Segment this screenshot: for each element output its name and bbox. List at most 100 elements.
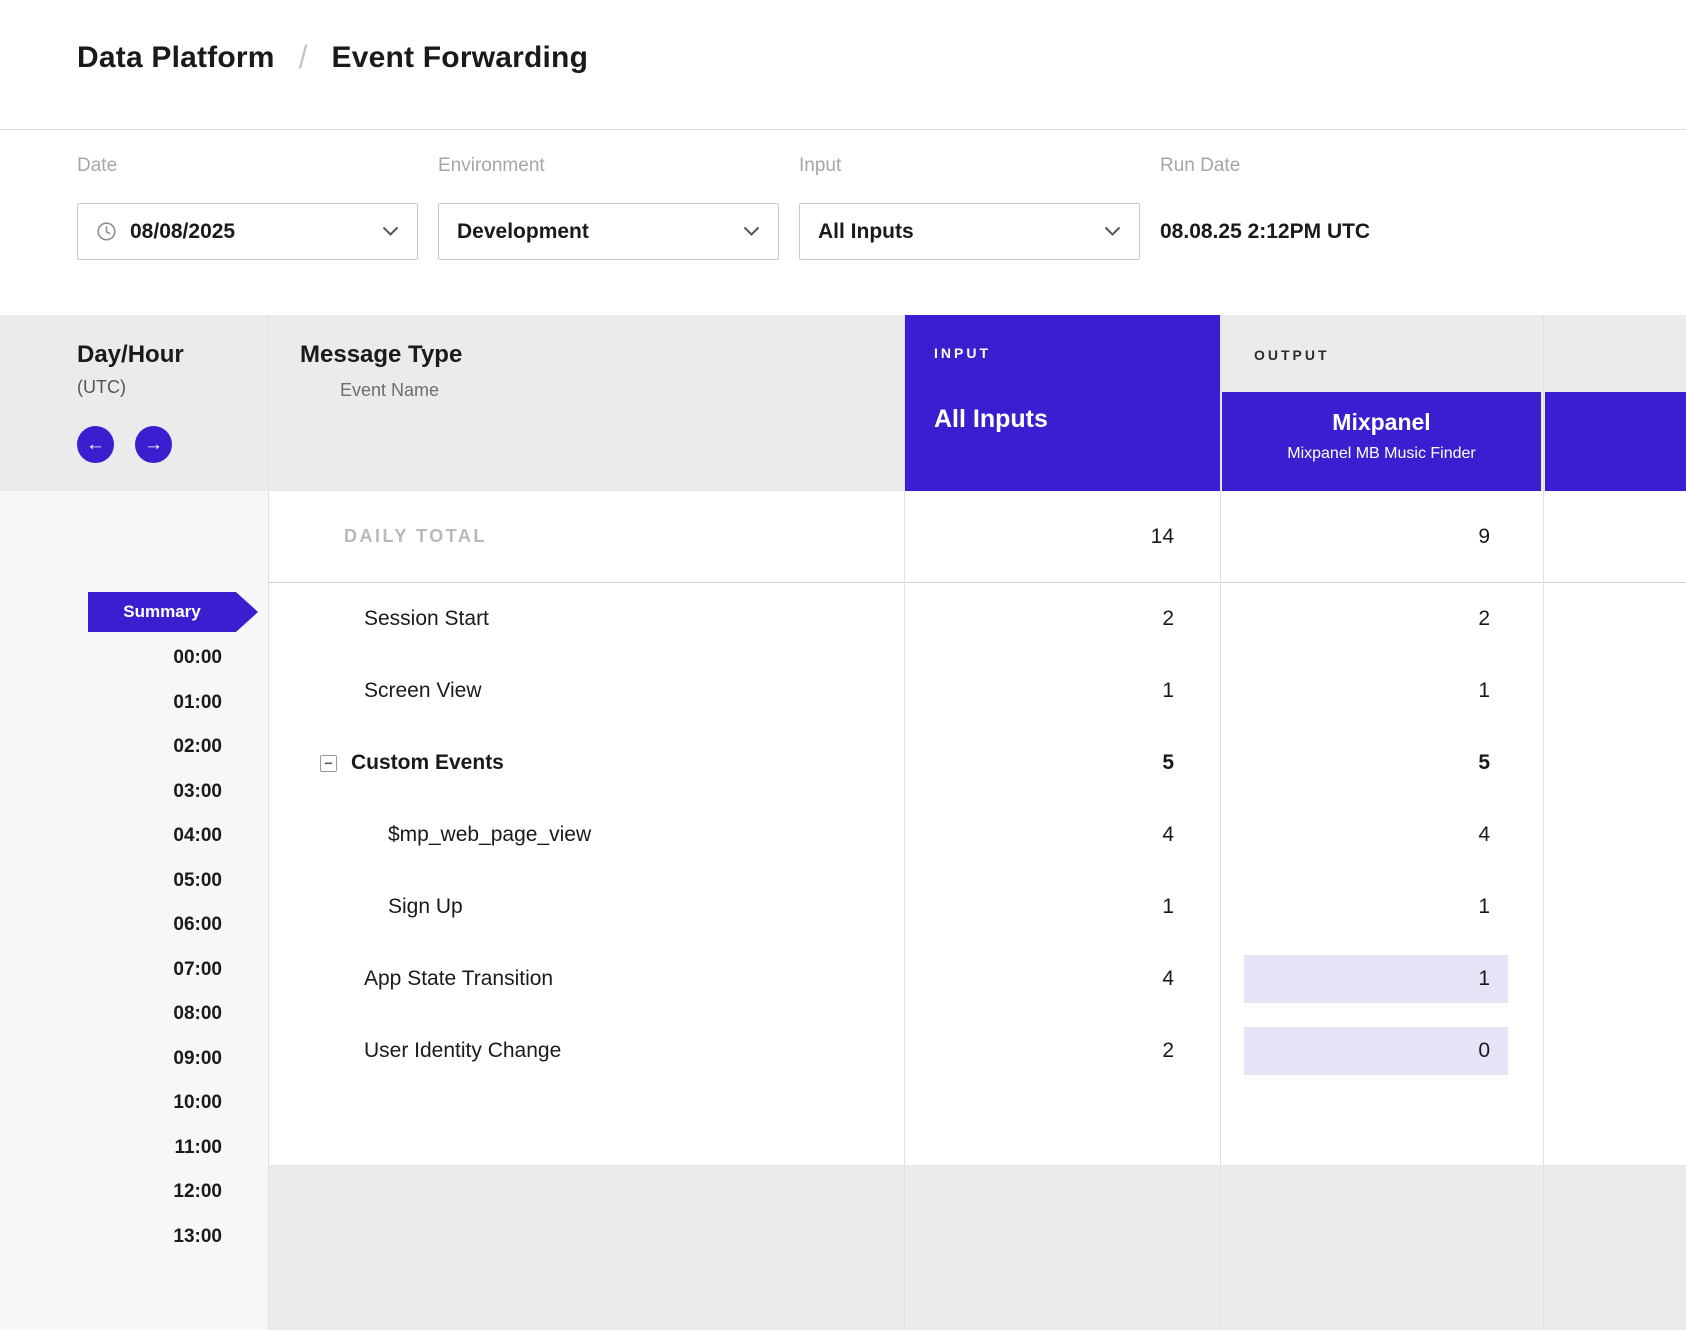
input-count: 5 — [1162, 751, 1174, 774]
output-count: 4 — [1478, 823, 1490, 846]
hour-item[interactable]: 13:00 — [173, 1225, 222, 1247]
day-hour-subtitle: (UTC) — [77, 377, 126, 397]
table-row: User Identity Change 2 0 — [268, 1015, 1686, 1087]
date-value: 08/08/2025 — [130, 219, 236, 243]
page-header: Data Platform / Event Forwarding — [0, 0, 1686, 130]
summary-label: Summary — [123, 602, 201, 621]
grid-bottom-band — [268, 1165, 1686, 1330]
empty-cell — [1541, 1015, 1686, 1087]
date-dropdown[interactable]: 08/08/2025 — [77, 203, 418, 260]
run-date-value: 08.08.25 2:12PM UTC — [1160, 219, 1371, 243]
table-body: Summary 00:00 01:00 02:00 03:00 04:00 05… — [0, 491, 1686, 1330]
input-count: 1 — [1162, 895, 1174, 918]
input-dropdown[interactable]: All Inputs — [799, 203, 1140, 260]
input-count: 4 — [1162, 823, 1174, 846]
input-count: 2 — [1162, 607, 1174, 630]
table-row: − Custom Events 5 5 — [268, 727, 1686, 799]
output-name: Mixpanel — [1332, 409, 1431, 435]
page-title: Event Forwarding — [331, 40, 589, 74]
filter-bar: Date 08/08/2025 Environment Development — [0, 130, 1686, 315]
collapse-icon[interactable]: − — [320, 754, 337, 772]
hour-item[interactable]: 06:00 — [173, 914, 222, 936]
hour-list: 00:00 01:00 02:00 03:00 04:00 05:00 06:0… — [0, 636, 222, 1259]
environment-value: Development — [457, 219, 589, 243]
breadcrumb-separator: / — [298, 39, 308, 75]
output-count: 5 — [1478, 751, 1490, 774]
event-name: Session Start — [364, 607, 489, 630]
event-name: App State Transition — [364, 967, 554, 990]
table-header: Day/Hour (UTC) ← → Message Type Event Na… — [0, 315, 1686, 491]
input-filter-label: Input — [799, 155, 842, 176]
hour-item[interactable]: 03:00 — [173, 780, 222, 802]
clock-icon — [96, 221, 117, 242]
previous-day-button[interactable]: ← — [77, 426, 114, 463]
empty-cell — [1541, 943, 1686, 1015]
column-divider — [1220, 315, 1221, 1330]
output-count-cell: 1 — [1220, 943, 1541, 1015]
next-day-button[interactable]: → — [135, 426, 172, 463]
input-column-header: INPUT All Inputs — [904, 315, 1220, 491]
environment-filter-group: Environment Development — [438, 155, 779, 315]
message-type-header: Message Type Event Name — [300, 341, 462, 401]
input-filter-group: Input All Inputs — [799, 155, 1140, 315]
hour-item[interactable]: 12:00 — [173, 1181, 222, 1203]
empty-cell — [1541, 491, 1686, 582]
hour-item[interactable]: 08:00 — [173, 1003, 222, 1025]
event-name: $mp_web_page_view — [388, 823, 592, 846]
daily-total-label: DAILY TOTAL — [344, 526, 487, 546]
highlighted-output-count[interactable]: 0 — [1244, 1027, 1508, 1075]
empty-cell — [1541, 799, 1686, 871]
input-count: 4 — [1162, 967, 1174, 990]
event-name: Screen View — [364, 679, 482, 702]
column-divider — [904, 315, 905, 1330]
output-column-header-mixpanel: Mixpanel Mixpanel MB Music Finder — [1222, 392, 1541, 491]
table-row: Sign Up 1 1 — [268, 871, 1686, 943]
hour-item[interactable]: 10:00 — [173, 1092, 222, 1114]
hour-item[interactable]: 04:00 — [173, 825, 222, 847]
empty-cell — [1541, 583, 1686, 655]
daily-total-input-value: 14 — [1150, 524, 1174, 548]
summary-row-selector[interactable]: Summary — [88, 592, 258, 632]
event-name: User Identity Change — [364, 1039, 562, 1062]
input-value: All Inputs — [818, 219, 914, 243]
input-count: 1 — [1162, 679, 1174, 702]
hour-item[interactable]: 11:00 — [174, 1136, 222, 1158]
hour-item[interactable]: 07:00 — [173, 958, 222, 980]
run-date-group: Run Date 08.08.25 2:12PM UTC — [1160, 155, 1370, 315]
empty-cell — [1541, 655, 1686, 727]
data-grid: DAILY TOTAL 14 9 Session Start 2 2 Scree… — [268, 491, 1686, 1330]
hour-item[interactable]: 00:00 — [173, 647, 222, 669]
input-header-value: All Inputs — [934, 405, 1048, 433]
breadcrumb-section[interactable]: Data Platform — [77, 40, 275, 74]
event-name-subtitle: Event Name — [340, 380, 440, 400]
environment-dropdown[interactable]: Development — [438, 203, 779, 260]
chevron-down-icon — [382, 226, 399, 237]
environment-filter-label: Environment — [438, 155, 545, 176]
event-name: Custom Events — [351, 751, 504, 774]
output-subtitle: Mixpanel MB Music Finder — [1287, 445, 1476, 462]
run-date-label: Run Date — [1160, 155, 1241, 176]
breadcrumb: Data Platform / Event Forwarding — [77, 39, 588, 76]
date-filter-label: Date — [77, 155, 118, 176]
highlighted-output-count[interactable]: 1 — [1244, 955, 1508, 1003]
output-count-cell: 0 — [1220, 1015, 1541, 1087]
event-name: Sign Up — [388, 895, 463, 918]
message-type-title: Message Type — [300, 341, 463, 368]
hour-item[interactable]: 02:00 — [173, 736, 222, 758]
column-divider — [1543, 315, 1544, 1330]
day-hour-sidebar: Summary 00:00 01:00 02:00 03:00 04:00 05… — [0, 491, 268, 1330]
day-hour-title: Day/Hour — [77, 341, 184, 368]
table-row: Screen View 1 1 — [268, 655, 1686, 727]
input-count: 2 — [1162, 1039, 1174, 1062]
hour-item[interactable]: 05:00 — [173, 869, 222, 891]
column-divider — [268, 315, 269, 1330]
hour-item[interactable]: 01:00 — [173, 691, 222, 713]
day-hour-header: Day/Hour (UTC) ← → — [77, 341, 184, 463]
output-column-header-partial — [1545, 392, 1686, 491]
output-count: 2 — [1478, 607, 1490, 630]
empty-cell — [1541, 727, 1686, 799]
output-header-label: OUTPUT — [1254, 347, 1330, 363]
hour-item[interactable]: 09:00 — [173, 1047, 222, 1069]
chevron-down-icon — [743, 226, 760, 237]
arrow-right-icon: → — [144, 433, 163, 455]
